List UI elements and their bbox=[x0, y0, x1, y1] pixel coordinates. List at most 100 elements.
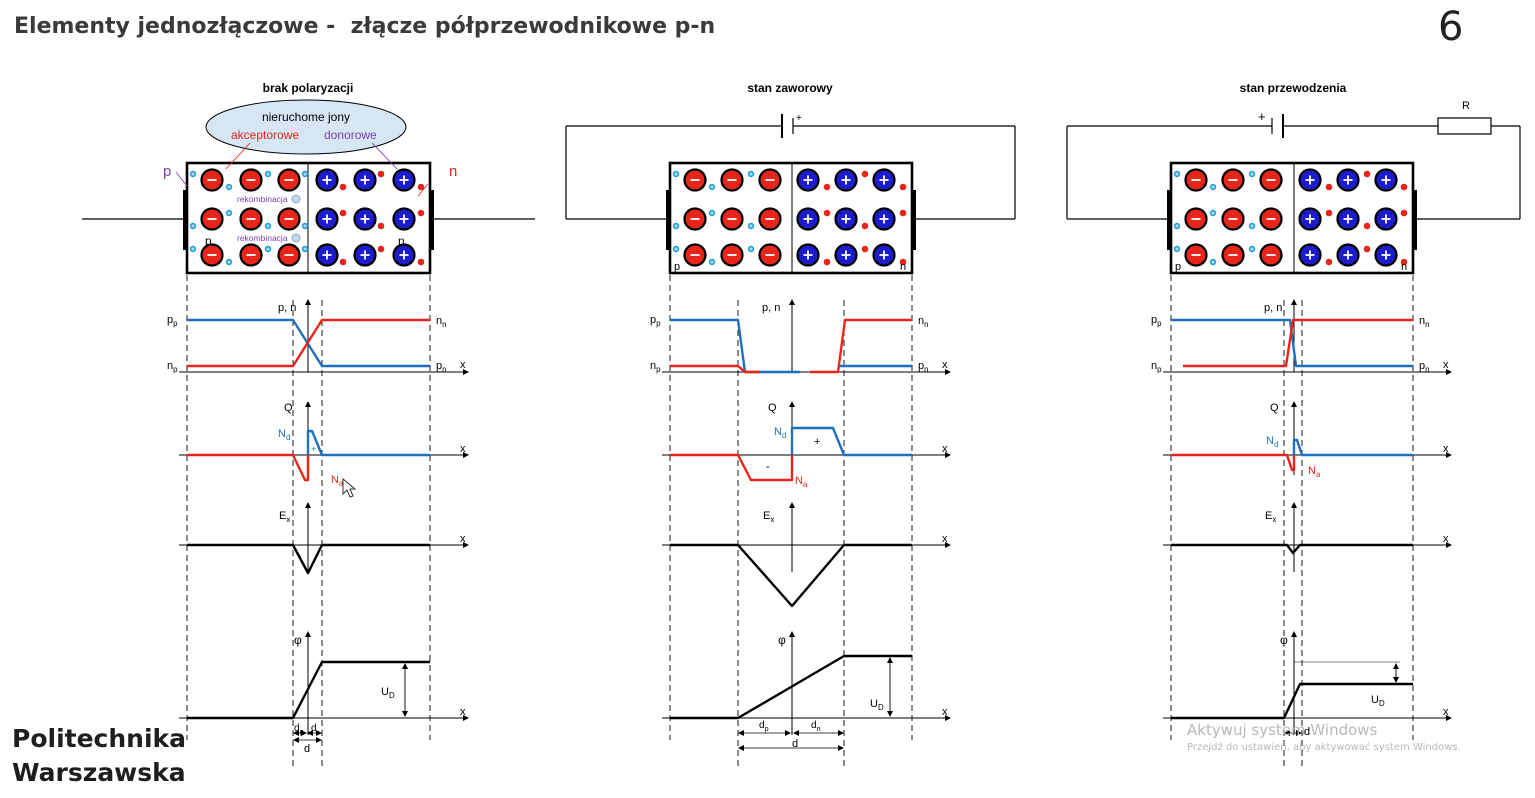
pn-minor-label: pn bbox=[1419, 360, 1430, 374]
bubble-donor: donorowe bbox=[324, 128, 377, 142]
q-axis-label: Q bbox=[1270, 402, 1279, 414]
crystal-box bbox=[1169, 161, 1415, 275]
minus-sign: - bbox=[766, 461, 770, 473]
electron-concentration bbox=[187, 318, 430, 368]
pp-label: pp bbox=[1151, 314, 1162, 328]
pp-label: pp bbox=[167, 314, 178, 328]
recombination-label: rekombinacja bbox=[237, 194, 288, 204]
right-contact bbox=[912, 190, 916, 250]
bubble-heading: nieruchome jony bbox=[262, 110, 350, 124]
field-curve bbox=[670, 543, 912, 608]
electron-carrier bbox=[1400, 209, 1408, 217]
logo-line-2: Warszawska bbox=[12, 758, 186, 787]
electron-carrier bbox=[417, 258, 425, 266]
electron-carrier bbox=[1400, 258, 1408, 266]
ud-label: UD bbox=[870, 698, 884, 712]
electron-carrier bbox=[861, 222, 869, 230]
electron-concentration bbox=[670, 364, 760, 374]
recombination-dot bbox=[291, 233, 301, 243]
resistor-label: R bbox=[1462, 100, 1470, 112]
pn-axis-label: p, n bbox=[762, 302, 780, 314]
panel-title: brak polaryzacji bbox=[263, 81, 354, 95]
university-logo: Politechnika Warszawska bbox=[12, 722, 186, 790]
ion-legend-bubble: nieruchome jony akceptorowe donorowe bbox=[205, 99, 407, 170]
electron-concentration bbox=[1183, 318, 1413, 368]
page-number: 6 bbox=[1438, 4, 1464, 50]
ex-axis-label: Ex bbox=[279, 510, 290, 524]
hole-concentration bbox=[670, 318, 800, 374]
pn-x-label: x bbox=[460, 359, 466, 371]
plus-sign: + bbox=[814, 436, 820, 448]
left-contact bbox=[666, 190, 670, 250]
np-label: np bbox=[650, 360, 661, 374]
phi-axis-label: φ bbox=[1280, 633, 1288, 647]
d-label: d bbox=[1304, 726, 1310, 738]
q-axis-label: Q bbox=[768, 402, 777, 414]
dn-label: d bbox=[311, 723, 317, 734]
watermark-line-1: Aktywuj system Windows bbox=[1187, 721, 1378, 739]
p-pointer bbox=[175, 171, 188, 187]
electron-carrier bbox=[377, 245, 385, 253]
field-curve bbox=[187, 543, 430, 575]
acceptor-charge bbox=[187, 453, 310, 482]
electron-carrier bbox=[1363, 170, 1371, 178]
p-corner-label: p bbox=[674, 261, 680, 273]
electron-carrier bbox=[899, 209, 907, 217]
phi-axis-label: φ bbox=[778, 633, 786, 647]
donor-charge bbox=[1292, 438, 1413, 457]
ud-label: UD bbox=[381, 686, 395, 700]
potential-curve bbox=[187, 660, 430, 720]
recombination-dot bbox=[291, 194, 301, 204]
electron-carrier bbox=[861, 170, 869, 178]
d-label: d bbox=[304, 743, 310, 755]
nd-label: Nd bbox=[774, 426, 786, 440]
phi-x-label: x bbox=[1443, 706, 1449, 718]
watermark-line-2: Przejdź do ustawień, aby aktywować syste… bbox=[1187, 742, 1461, 753]
p-region-label: p bbox=[163, 163, 171, 180]
nd-label: Nd bbox=[1266, 435, 1278, 449]
np-label: np bbox=[167, 360, 178, 374]
electron-carrier bbox=[899, 258, 907, 266]
hole-concentration bbox=[1171, 318, 1413, 368]
left-contact bbox=[1167, 190, 1171, 250]
electron-carrier bbox=[1325, 258, 1333, 266]
right-contact bbox=[1413, 190, 1417, 250]
field-curve bbox=[1171, 543, 1413, 555]
electron-carrier bbox=[823, 258, 831, 266]
electron-carrier bbox=[339, 183, 347, 191]
phi-x-label: x bbox=[460, 706, 466, 718]
battery-sign: + bbox=[796, 113, 802, 124]
n-corner-label: n bbox=[1401, 261, 1407, 273]
electron-carrier bbox=[377, 170, 385, 178]
n-pointer bbox=[417, 183, 429, 197]
electron-carrier bbox=[377, 222, 385, 230]
q-x-label: x bbox=[460, 443, 466, 455]
electron-carrier bbox=[823, 209, 831, 217]
windows-activation-watermark: Aktywuj system Windows Przejdź do ustawi… bbox=[1187, 721, 1461, 753]
electron-carrier bbox=[339, 209, 347, 217]
mouse-cursor-icon bbox=[342, 477, 357, 498]
electron-carrier bbox=[899, 183, 907, 191]
electron-carrier bbox=[823, 183, 831, 191]
na-label: Na bbox=[331, 474, 344, 488]
q-x-label: x bbox=[1443, 443, 1449, 455]
dp-label: dp bbox=[294, 723, 304, 736]
panel-title: stan przewodzenia bbox=[1240, 81, 1347, 95]
battery-sign: + bbox=[1258, 109, 1266, 124]
acceptor-charge bbox=[1171, 453, 1296, 472]
phi-x-label: x bbox=[942, 706, 948, 718]
donor-charge bbox=[790, 426, 912, 457]
n-corner-label: n bbox=[900, 261, 906, 273]
electron-carrier bbox=[1325, 209, 1333, 217]
p-corner-label: p bbox=[1175, 261, 1181, 273]
left-contact bbox=[183, 190, 187, 250]
potential-curve bbox=[1171, 682, 1413, 720]
n-region-label: n bbox=[449, 163, 457, 180]
n-inner-label: n bbox=[398, 234, 405, 248]
panel-no-bias: brak polaryzacji rekombinacja rekombinacja… bbox=[82, 81, 535, 770]
na-label: Na bbox=[1308, 465, 1321, 479]
dp-label: dp bbox=[759, 720, 769, 733]
